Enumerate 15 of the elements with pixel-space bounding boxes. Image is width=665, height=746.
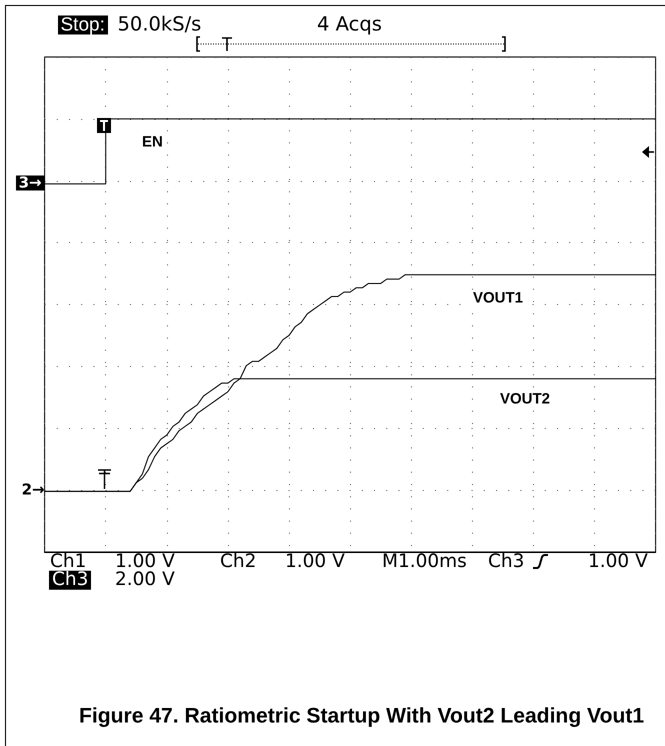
text: 4 Acqs (317, 12, 382, 35)
text: 2→ (22, 480, 45, 498)
series-label: EN (140, 134, 165, 150)
text: 3→ (16, 174, 45, 192)
annotation: Ch2 (220, 550, 256, 572)
annotation: M1.00ms (382, 550, 467, 572)
text: Ch3 (49, 568, 92, 590)
annotation: Ch3 (488, 550, 524, 572)
text: 50.0kS/s (118, 12, 202, 35)
annotation: 1.00 V (588, 550, 648, 572)
series-label: VOUT1 (471, 290, 526, 306)
series-label: VOUT2 (498, 390, 552, 408)
annotation: 1.00 V (285, 550, 345, 572)
text: Stop: (58, 14, 108, 35)
text: Figure 47. Ratiometric Startup With Vout2 Leading Vout1 (79, 704, 644, 728)
